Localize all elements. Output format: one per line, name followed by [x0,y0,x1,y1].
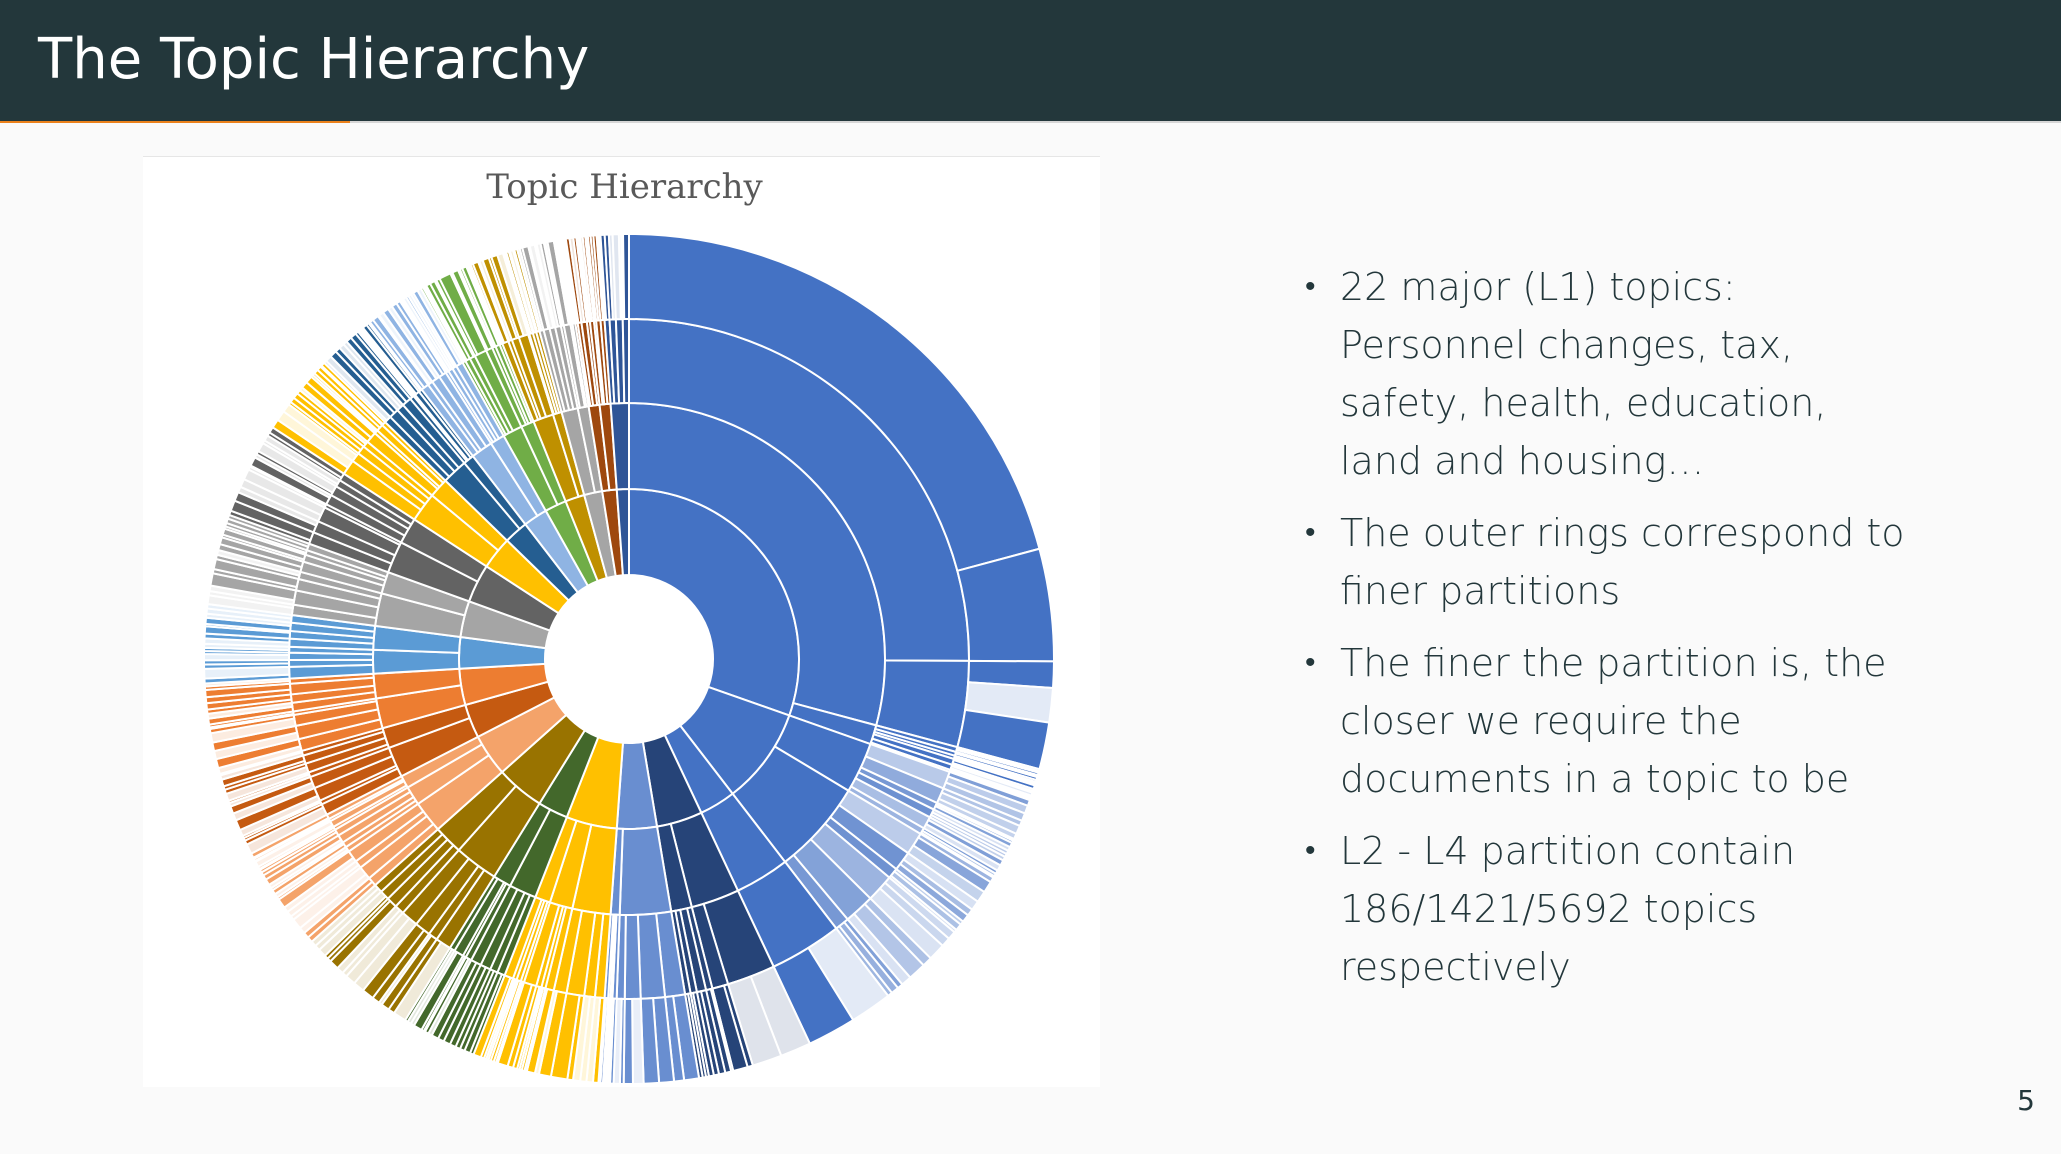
slide-header: The Topic Hierarchy [0,0,2061,121]
bullet-text: L2 - L4 partition contain 186/1421/5692 … [1340,829,1796,989]
sunburst-l4-segment [631,997,645,1085]
progress-bar-fill [0,121,351,123]
bullet-item: • 22 major (L1) topics: Personnel change… [1300,258,1920,490]
bullet-text: The finer the partition is, the closer w… [1340,641,1887,801]
bullet-item: • The outer rings correspond to finer pa… [1300,504,1920,620]
sunburst-center-hole [545,575,713,743]
bullet-text: The outer rings correspond to finer part… [1340,511,1905,613]
page-number: 5 [2017,1084,2035,1117]
sunburst-chart [202,232,1055,1085]
bullet-icon: • [1305,645,1316,680]
sunburst-l3-segment [621,317,630,405]
sunburst-l4-segment [622,232,630,321]
bullet-list: • 22 major (L1) topics: Personnel change… [1300,258,1920,1010]
chart-title: Topic Hierarchy [486,167,763,207]
progress-bar [0,121,2061,123]
bullet-text: 22 major (L1) topics: Personnel changes,… [1340,265,1827,483]
bullet-item: • L2 - L4 partition contain 186/1421/569… [1300,822,1920,996]
bullet-icon: • [1305,269,1316,304]
bullet-item: • The finer the partition is, the closer… [1300,634,1920,808]
slide-title: The Topic Hierarchy [38,27,590,92]
bullet-icon: • [1305,515,1316,550]
bullet-icon: • [1305,833,1316,868]
chart-panel: Topic Hierarchy [143,156,1100,1087]
sunburst-l3-segment [623,913,642,1000]
